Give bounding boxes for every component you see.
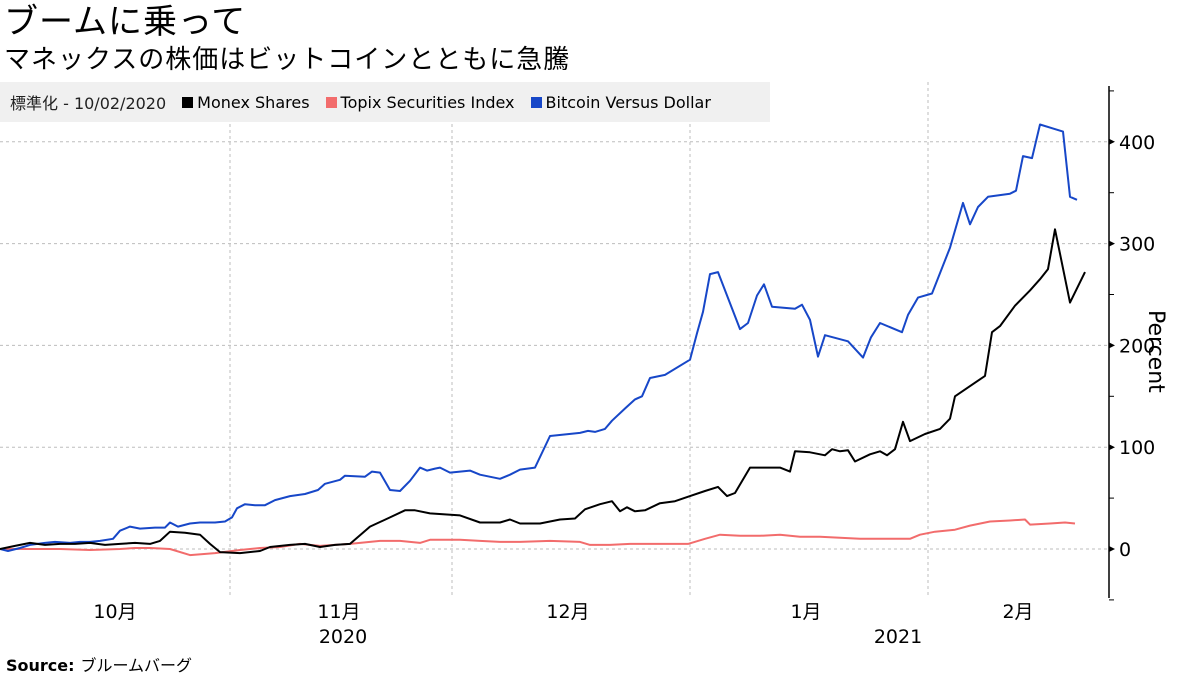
- legend-label: Monex Shares: [197, 92, 310, 112]
- y-tick-label: 0: [1119, 539, 1131, 561]
- y-axis: 0 100 200 300 400: [1108, 86, 1155, 601]
- series-lines: [0, 123, 1086, 557]
- y-tick-marker: [1109, 444, 1115, 451]
- y-tick-marker: [1109, 546, 1115, 552]
- y-tick-marker: [1109, 342, 1115, 349]
- y-tick-marker: [1109, 138, 1115, 145]
- x-tick-label: 10月: [93, 601, 136, 623]
- legend-item-topix: Topix Securities Index: [325, 92, 515, 112]
- x-tick-label: 2月: [1002, 601, 1033, 623]
- series-line-bitcoin-versus-dollar: [0, 123, 1078, 552]
- x-year-label: 2021: [874, 626, 922, 648]
- y-tick-label: 300: [1119, 234, 1155, 256]
- y-tick-label: 200: [1119, 335, 1155, 357]
- legend-item-bitcoin: Bitcoin Versus Dollar: [530, 92, 711, 112]
- source-value: ブルームバーグ: [80, 656, 193, 675]
- x-year-label: 2020: [319, 626, 367, 648]
- y-tick-label: 400: [1119, 132, 1155, 154]
- legend: 標準化 - 10/02/2020 Monex Shares Topix Secu…: [0, 82, 770, 122]
- y-tick-label: 100: [1119, 437, 1155, 459]
- legend-label: Topix Securities Index: [340, 92, 515, 112]
- y-axis-label: Percent: [1143, 310, 1168, 393]
- legend-swatch-topix: [325, 96, 337, 108]
- legend-label: Bitcoin Versus Dollar: [545, 92, 711, 112]
- x-tick-label: 12月: [546, 601, 589, 623]
- x-axis: 10月 11月 12月 1月 2月 2020 2021: [93, 601, 1033, 648]
- source-note: Source: ブルームバーグ: [6, 652, 192, 676]
- y-tick-marker: [1109, 240, 1115, 247]
- x-tick-label: 1月: [790, 601, 821, 623]
- chart-title: ブームに乗って: [4, 2, 247, 42]
- legend-swatch-bitcoin: [530, 96, 542, 108]
- legend-normalization: 標準化 - 10/02/2020: [10, 94, 167, 113]
- chart-subtitle: マネックスの株価はビットコインとともに急騰: [4, 45, 571, 75]
- gridlines: [0, 82, 1109, 598]
- source-label: Source:: [6, 656, 75, 675]
- series-line-topix-securities-index: [0, 518, 1076, 557]
- series-line-monex-shares: [0, 228, 1086, 555]
- x-tick-label: 11月: [317, 601, 360, 623]
- legend-item-monex: Monex Shares: [182, 92, 310, 112]
- legend-swatch-monex: [182, 96, 194, 108]
